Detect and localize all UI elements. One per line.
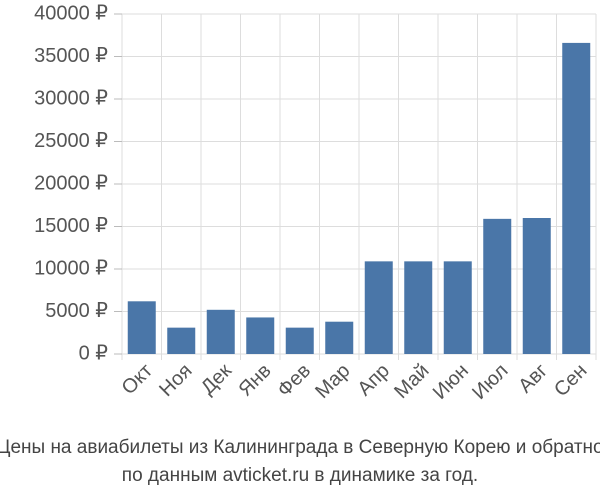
y-tick-label: 10000 ₽: [34, 257, 108, 279]
bar: [285, 327, 314, 354]
x-tick-label: Авг: [514, 360, 552, 398]
bar: [246, 317, 275, 354]
x-tick-label: Янв: [234, 360, 275, 401]
y-tick-label: 5000 ₽: [45, 300, 108, 322]
bar: [404, 261, 433, 354]
x-tick-label: Сен: [550, 360, 591, 401]
chart-subtitle: по данным avticket.ru в динамике за год.: [122, 465, 478, 486]
x-tick-label: Май: [390, 360, 433, 403]
x-tick-label: Мар: [311, 360, 354, 403]
bar: [325, 321, 354, 354]
y-tick-label: 0 ₽: [79, 342, 109, 364]
bar: [562, 42, 591, 355]
x-tick-label: Дек: [197, 360, 236, 399]
y-tick-label: 20000 ₽: [34, 172, 108, 194]
y-tick-label: 40000 ₽: [34, 2, 108, 24]
x-tick-label: Фев: [273, 360, 315, 402]
chart-title: Цены на авиабилеты из Калининграда в Сев…: [0, 437, 600, 458]
bar: [167, 327, 196, 354]
y-tick-label: 30000 ₽: [34, 87, 108, 109]
bar: [127, 301, 156, 354]
x-tick-label: Ноя: [155, 360, 196, 401]
x-tick-label: Окт: [118, 360, 157, 399]
x-tick-label: Июл: [468, 360, 512, 404]
x-tick-label: Апр: [354, 360, 395, 401]
y-tick-label: 15000 ₽: [34, 215, 108, 237]
x-tick-label: Июн: [429, 360, 473, 404]
bar: [206, 309, 235, 354]
bar: [483, 218, 512, 354]
bar: [522, 218, 551, 354]
bar: [364, 261, 393, 354]
y-tick-label: 35000 ₽: [34, 45, 108, 67]
bar: [443, 261, 472, 354]
y-tick-label: 25000 ₽: [34, 130, 108, 152]
